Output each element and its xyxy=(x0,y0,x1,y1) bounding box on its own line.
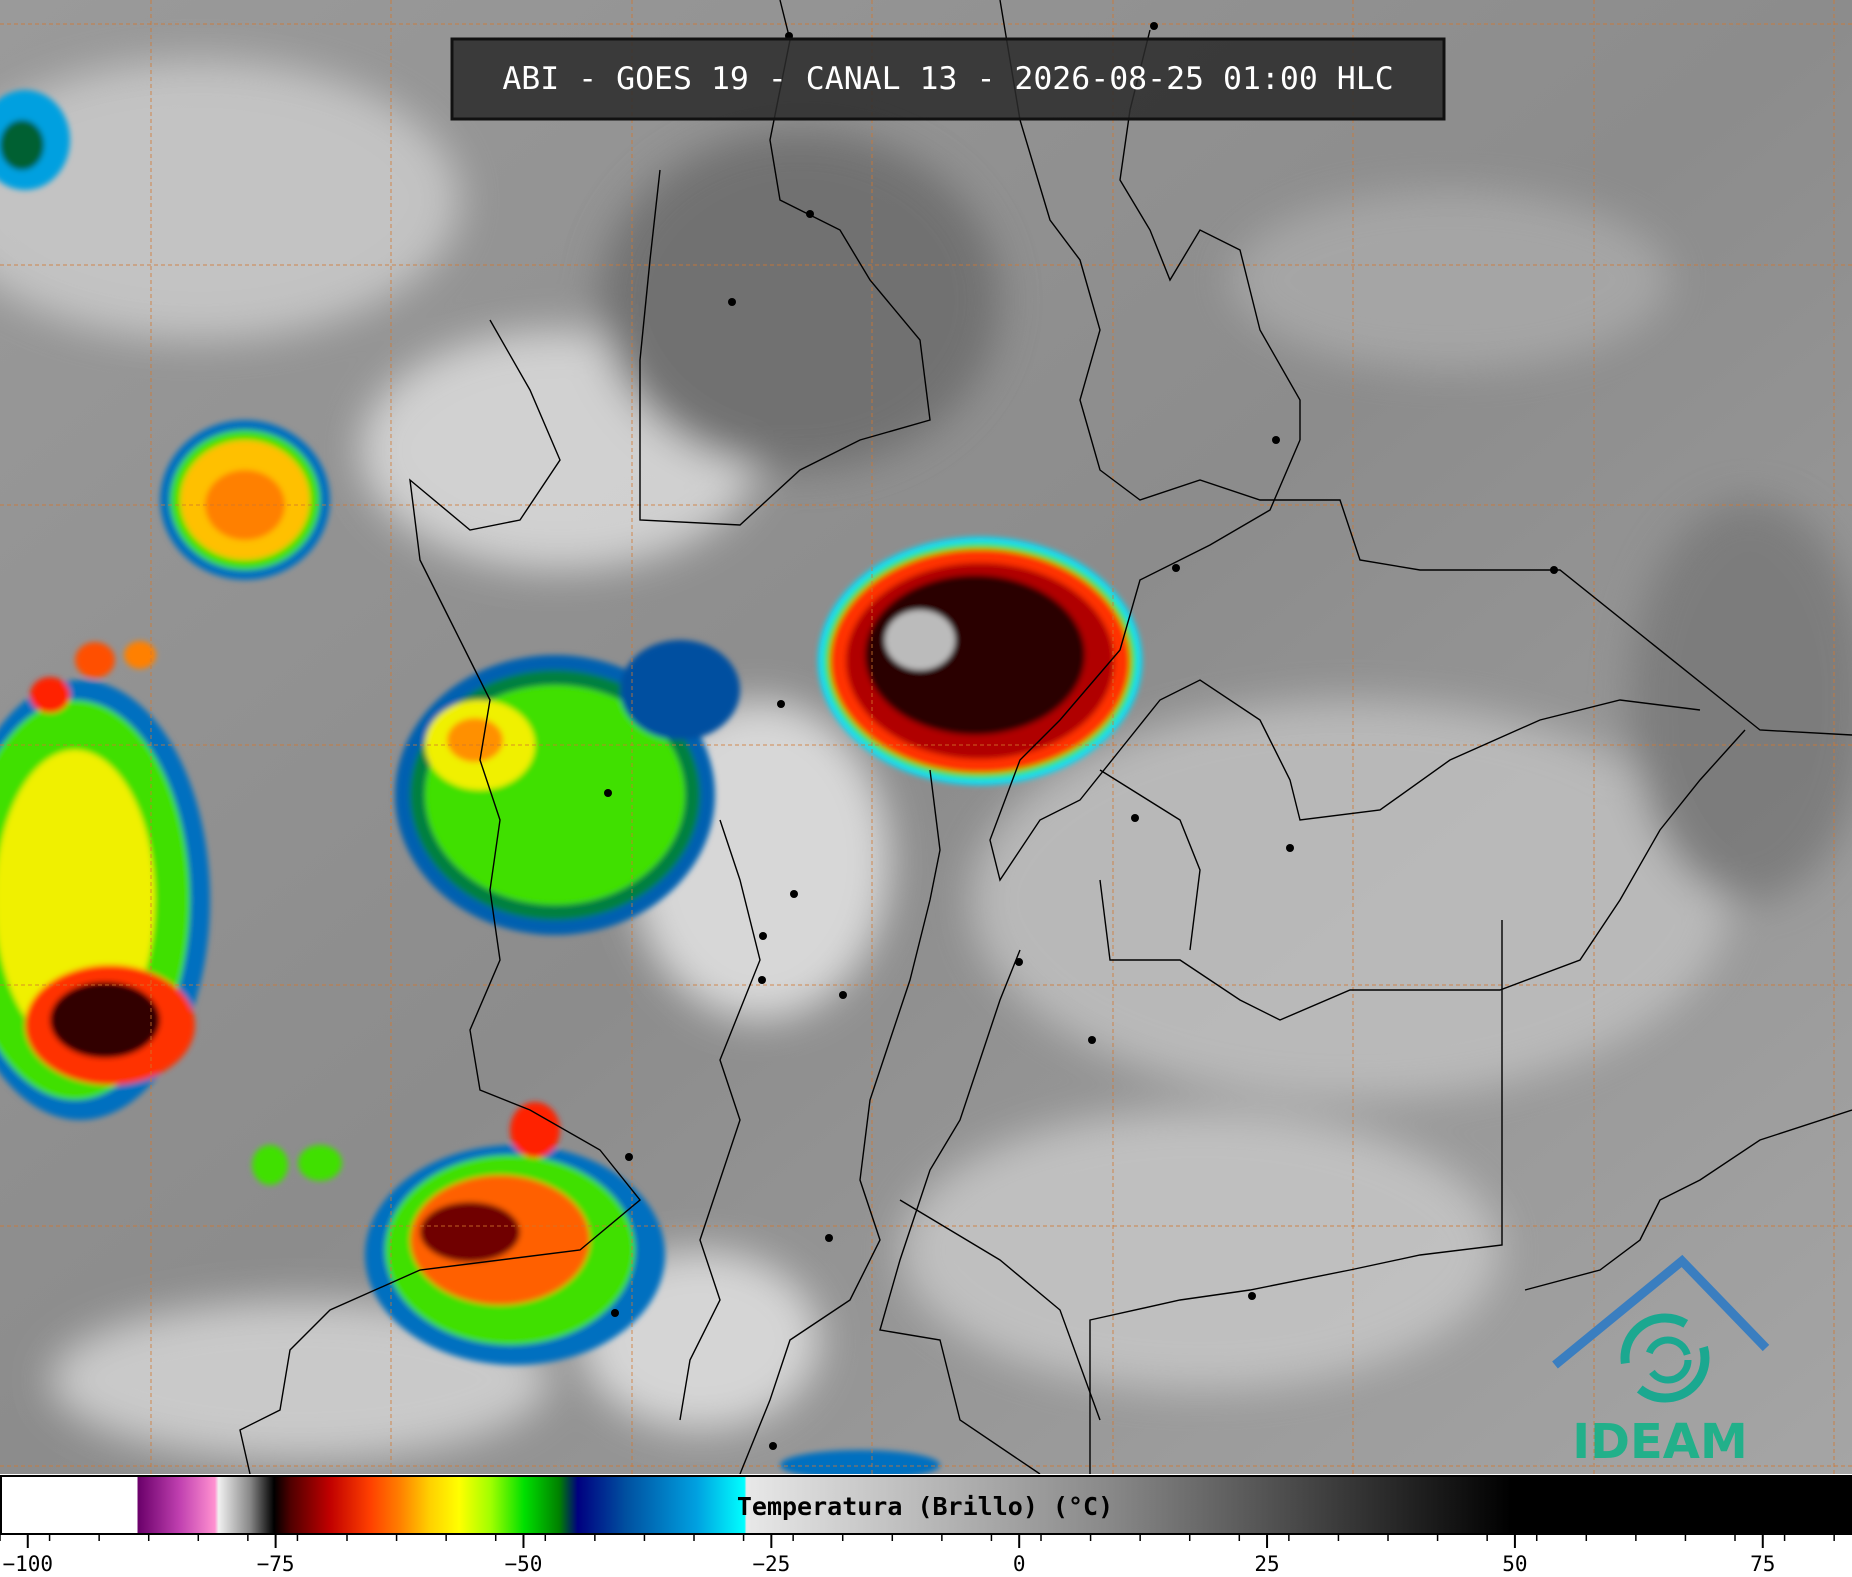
cities xyxy=(604,22,1558,1450)
tick-label: 75 xyxy=(1750,1552,1775,1576)
tick-label: 50 xyxy=(1502,1552,1527,1576)
tick-label: −50 xyxy=(505,1552,543,1576)
colorbar xyxy=(0,1475,1852,1535)
tick-label: −100 xyxy=(2,1552,53,1576)
minor-ticks xyxy=(0,1534,1835,1541)
logo-text: IDEAM xyxy=(1572,1414,1747,1470)
tick-label: −25 xyxy=(752,1552,790,1576)
title-box xyxy=(450,37,1446,121)
tick-label: 0 xyxy=(1013,1552,1026,1576)
tick-label: −75 xyxy=(257,1552,295,1576)
graticule xyxy=(0,0,1852,1474)
colorbar-label: Temperatura (Brillo) (°C) xyxy=(737,1492,1113,1521)
borders xyxy=(239,0,1852,1475)
logo: IDEAM xyxy=(1552,1254,1770,1470)
satellite-image xyxy=(0,0,1852,1480)
tick-label: 25 xyxy=(1254,1552,1279,1576)
title: ABI - GOES 19 - CANAL 13 - 2026-08-25 01… xyxy=(502,61,1393,97)
